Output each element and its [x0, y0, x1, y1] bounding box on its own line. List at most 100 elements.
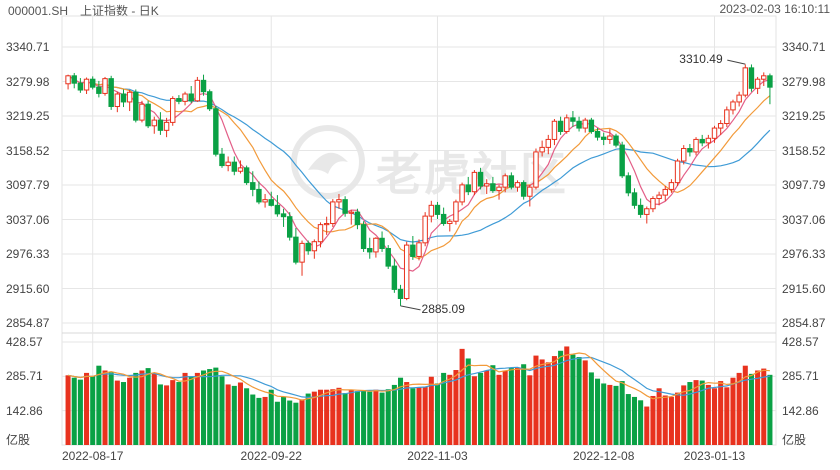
candle: [323, 216, 330, 235]
candle: [151, 116, 157, 134]
candle: [681, 145, 687, 165]
candle-body: [422, 215, 428, 244]
candle-body: [717, 123, 724, 129]
volume-bar: [176, 382, 182, 445]
candle: [656, 191, 662, 206]
price-tick-right: 3219.25: [782, 109, 826, 123]
candle: [194, 76, 201, 102]
candle: [594, 128, 601, 141]
volume-bar: [441, 372, 447, 445]
volume-bar: [514, 367, 521, 445]
candle-body: [391, 265, 398, 290]
volume-bar: [508, 368, 514, 445]
candle-body: [582, 119, 588, 129]
candle: [619, 141, 625, 179]
price-tick-right: 2915.60: [782, 281, 826, 296]
volume-bar: [244, 388, 250, 445]
candle-body: [373, 237, 379, 253]
candle: [644, 206, 650, 224]
price-tick-left: 3037.06: [6, 212, 50, 227]
price-tick-left: 2915.60: [6, 281, 50, 296]
candle-body: [570, 117, 576, 122]
candle: [662, 186, 668, 201]
candle: [237, 160, 244, 174]
price-tick-right: 2976.33: [782, 247, 826, 261]
candle: [65, 74, 71, 90]
candle: [514, 180, 521, 192]
price-tick-left: 3097.79: [6, 178, 50, 192]
candle-body: [225, 161, 231, 167]
candle-body: [157, 119, 164, 131]
volume-ma5-line: [67, 352, 770, 401]
volume-bar: [761, 368, 767, 445]
candle-body: [471, 171, 478, 193]
volume-bar: [718, 381, 724, 445]
volume-bar: [638, 400, 644, 445]
volume-bar: [157, 384, 163, 445]
volume-bar: [724, 387, 730, 445]
candle: [391, 258, 398, 293]
volume-bar: [705, 384, 711, 445]
min-leader-line: [400, 305, 421, 311]
candle-body: [354, 211, 361, 226]
date-tick: 2022-12-08: [572, 449, 635, 463]
candle-body: [250, 182, 256, 190]
volume-bar: [84, 372, 90, 445]
volume-bar: [595, 378, 601, 445]
candle-body: [200, 79, 207, 93]
candle-body: [600, 136, 607, 140]
volume-bar: [471, 376, 477, 445]
candle: [490, 176, 496, 193]
candle: [139, 100, 145, 123]
candle: [588, 117, 595, 134]
candle: [428, 200, 435, 223]
candle-body: [545, 138, 552, 148]
candle: [280, 208, 287, 227]
candle: [625, 172, 632, 197]
volume-bar: [385, 389, 391, 445]
volume-bar: [502, 370, 508, 445]
volume-bar: [108, 372, 114, 445]
candle: [225, 156, 231, 172]
volume-tick-right: 142.86: [782, 403, 819, 418]
candle-body: [594, 130, 601, 138]
candle: [711, 125, 718, 143]
candle-body: [311, 241, 318, 252]
candle-body: [576, 120, 582, 129]
candle-body: [619, 144, 625, 177]
candle: [213, 105, 219, 157]
candle: [637, 198, 644, 218]
candle-body: [440, 213, 447, 225]
volume-bar: [207, 369, 213, 445]
candle-body: [674, 160, 681, 184]
volume-bar: [127, 377, 133, 445]
volume-bar: [102, 370, 108, 445]
volume-bar: [398, 377, 404, 445]
candle: [330, 199, 336, 227]
date-tick: 2022-11-03: [407, 449, 468, 463]
candle-body: [342, 199, 348, 214]
timestamp: 2023-02-03 16:10:11: [719, 2, 830, 16]
volume-bar: [324, 389, 330, 445]
candle-body: [323, 223, 330, 226]
volume-bar: [545, 362, 551, 445]
candle: [293, 228, 299, 265]
candle: [705, 134, 712, 149]
price-tick-right: 3097.79: [782, 178, 826, 192]
candle: [736, 91, 742, 107]
volume-bar: [539, 359, 545, 445]
grid-lines: [61, 15, 777, 446]
candle-body: [256, 188, 262, 203]
max-leader-line: [727, 59, 746, 65]
volume-bar: [268, 389, 274, 445]
candle-body: [736, 94, 742, 103]
volume-bar: [699, 380, 705, 445]
volume-bar: [490, 365, 496, 445]
candle: [354, 208, 361, 230]
volume-bar: [631, 396, 638, 445]
candle: [557, 116, 564, 135]
volume-bar: [96, 365, 102, 445]
volume-unit-right: 亿股: [782, 433, 807, 447]
candle: [631, 188, 638, 209]
